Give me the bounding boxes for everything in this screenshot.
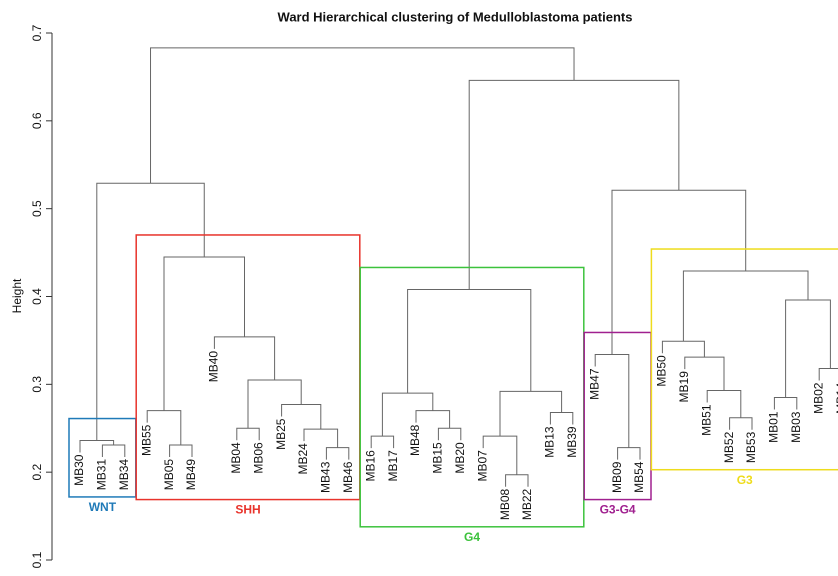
leaf-label: MB25	[274, 418, 288, 450]
leaf-label: MB30	[72, 454, 86, 486]
leaf-label: MB49	[184, 459, 198, 491]
chart-title: Ward Hierarchical clustering of Medullob…	[278, 9, 633, 24]
leaf-label: MB34	[117, 459, 131, 491]
leaf-label: MB47	[587, 368, 601, 400]
cluster-label: G3-G4	[600, 503, 636, 517]
merge-link	[437, 427, 462, 441]
merge-link	[407, 288, 532, 394]
leaf-label: MB01	[767, 411, 781, 443]
leaf-label: MB14	[834, 382, 838, 414]
merge-link	[213, 336, 276, 380]
merge-link	[96, 182, 205, 441]
y-axis-label: Height	[10, 278, 24, 313]
merge-link	[549, 411, 574, 425]
merge-link	[101, 444, 126, 457]
leaf-label: MB16	[363, 450, 377, 482]
merge-link	[236, 427, 260, 441]
merge-link	[163, 256, 245, 411]
leaf-label: MB55	[139, 424, 153, 456]
y-tick-label: 0.7	[30, 24, 44, 41]
leaf-label: MB43	[319, 461, 333, 493]
leaf-label: MB31	[95, 459, 109, 491]
merge-link	[381, 392, 434, 437]
leaf-label: MB13	[543, 426, 557, 458]
leaf-label: MB46	[341, 461, 355, 493]
merge-link	[682, 270, 809, 342]
merge-link	[818, 368, 838, 381]
leaf-label: MB08	[498, 488, 512, 520]
leaf-label: MB09	[610, 461, 624, 493]
merge-link	[505, 474, 529, 487]
y-tick-label: 0.5	[30, 200, 44, 217]
cluster-label: G4	[464, 530, 480, 544]
cluster-box	[359, 266, 585, 528]
merge-link	[169, 444, 193, 457]
merge-link	[247, 379, 302, 429]
y-tick-label: 0.1	[30, 551, 44, 568]
cluster-box	[650, 248, 838, 471]
merge-link	[617, 447, 641, 460]
merge-link	[325, 447, 350, 460]
leaf-label: MB54	[632, 461, 646, 493]
leaf-label: MB17	[386, 450, 400, 482]
leaf-label: MB50	[655, 355, 669, 387]
merge-link	[661, 340, 705, 358]
leaf-label: MB03	[789, 411, 803, 443]
merge-link	[150, 47, 575, 184]
y-tick-label: 0.4	[30, 288, 44, 305]
leaf-label: MB39	[565, 426, 579, 458]
leaf-label: MB07	[475, 450, 489, 482]
cluster-label: G3	[737, 473, 753, 487]
merge-link	[594, 353, 630, 448]
leaf-label: MB04	[229, 442, 243, 474]
leaf-label: MB40	[207, 351, 221, 383]
leaf-label: MB24	[296, 443, 310, 475]
merge-link	[370, 435, 395, 449]
merge-link	[468, 79, 680, 290]
leaf-label: MB15	[431, 442, 445, 474]
leaf-label: MB20	[453, 442, 467, 474]
cluster-label: SHH	[235, 503, 260, 517]
leaf-label: MB06	[251, 442, 265, 474]
leaf-label: MB53	[744, 431, 758, 463]
leaf-label: MB19	[677, 371, 691, 403]
leaf-label: MB48	[408, 424, 422, 456]
merge-link	[706, 389, 742, 418]
merge-link	[773, 397, 798, 410]
leaf-label: MB05	[162, 459, 176, 491]
leaf-label: MB51	[699, 404, 713, 436]
y-tick-label: 0.2	[30, 464, 44, 481]
cluster-label: WNT	[89, 500, 117, 514]
y-tick-label: 0.3	[30, 376, 44, 393]
y-tick-label: 0.6	[30, 112, 44, 129]
leaf-label: MB52	[722, 431, 736, 463]
merge-link	[79, 440, 115, 453]
leaf-label: MB02	[811, 382, 825, 414]
merge-link	[611, 189, 747, 355]
merge-link	[729, 417, 753, 430]
leaf-label: MB22	[520, 488, 534, 520]
